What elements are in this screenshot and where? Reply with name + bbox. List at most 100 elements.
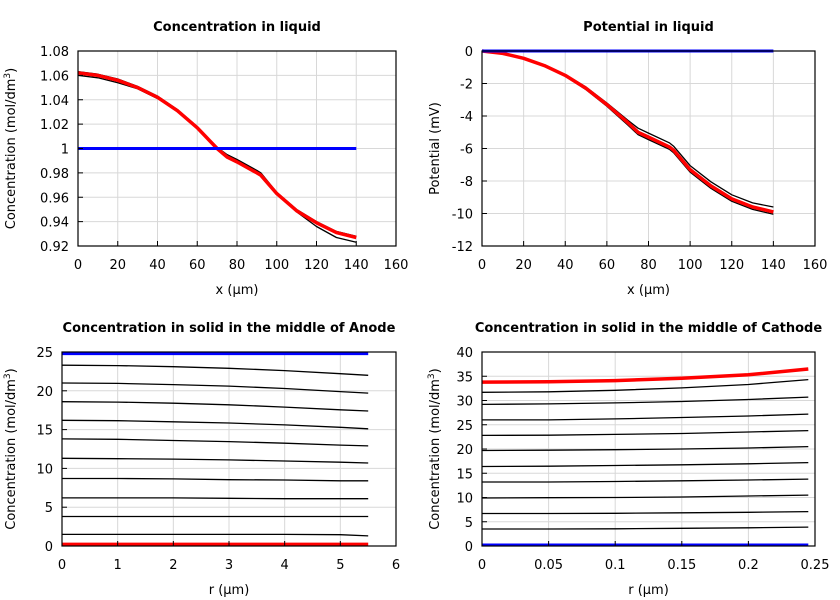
y-tick-label: 15 [456, 467, 473, 482]
x-tick-label: 80 [229, 258, 246, 273]
x-tick-label: 40 [557, 258, 574, 273]
y-tick-label: 0.98 [40, 167, 69, 182]
series-line-9 [62, 497, 369, 500]
subplot-3: 0 1 2 3 4 5 6 0 5 10 15 20 25 Concentration in solid … [3, 321, 400, 598]
x-axis-label: x (µm) [627, 283, 670, 298]
y-tick-label: 1.06 [40, 69, 69, 84]
y-tick-label: 35 [456, 370, 473, 385]
x-tick-label: 120 [719, 258, 744, 273]
series-line-11 [62, 533, 369, 537]
x-tick-label: 140 [344, 258, 369, 273]
x-tick-label: 2 [169, 558, 177, 573]
x-axis-label: x (µm) [216, 283, 259, 298]
y-tick-label: 1.04 [40, 94, 69, 109]
y-tick-label: 20 [456, 443, 473, 458]
y-tick-label: 1 [61, 143, 69, 158]
series-line-5 [61, 419, 369, 430]
y-tick-label: 10 [36, 462, 53, 477]
x-tick-label: 0.25 [801, 558, 830, 573]
y-tick-label: -6 [460, 143, 473, 158]
x-tick-label: 100 [264, 258, 289, 273]
series-line-1 [481, 367, 809, 384]
x-axis-label: r (µm) [628, 583, 669, 598]
subplot-2: 0 20 40 60 80 100 120 140 160 -12 -10 -8 -6 -4 -2 0 Pote… [428, 20, 827, 298]
x-tick-label: 120 [304, 258, 329, 273]
series-line-7 [61, 457, 369, 464]
y-tick-label: 20 [36, 385, 53, 400]
x-tick-label: 0 [478, 558, 486, 573]
y-tick-label: 25 [456, 419, 473, 434]
y-tick-label: 1.08 [40, 45, 69, 60]
series-line-8 [482, 478, 809, 483]
x-tick-label: 100 [678, 258, 703, 273]
x-axis-label: r (µm) [209, 583, 250, 598]
x-tick-label: 4 [281, 558, 289, 573]
y-tick-label: 0.96 [40, 191, 69, 206]
x-tick-label: 0.1 [605, 558, 626, 573]
x-tick-label: 0 [478, 258, 486, 273]
chart-title: Concentration in solid in the middle of … [475, 321, 823, 336]
series-line-6 [61, 438, 369, 447]
x-tick-label: 6 [392, 558, 400, 573]
y-tick-label: -8 [460, 175, 473, 190]
y-tick-label: 0.94 [40, 216, 69, 231]
series-line-2 [61, 364, 369, 376]
x-tick-label: 0.2 [738, 558, 759, 573]
x-tick-label: 0 [74, 258, 82, 273]
series-line-9 [481, 494, 809, 499]
y-tick-label: 30 [456, 395, 473, 410]
y-tick-label: 0.92 [40, 240, 69, 255]
y-tick-label: -12 [452, 240, 473, 255]
x-tick-label: 60 [189, 258, 206, 273]
series-line-3 [481, 49, 774, 214]
y-axis-label: Concentration (mol/dm3) [3, 368, 19, 530]
x-tick-label: 80 [640, 258, 657, 273]
x-tick-label: 0 [58, 558, 66, 573]
x-tick-label: 40 [149, 258, 166, 273]
y-tick-label: 15 [36, 424, 53, 439]
y-tick-label: 5 [465, 516, 473, 531]
subplot-4: 0 0.05 0.1 0.15 0.2 0.250510152025303540Conce… [427, 321, 829, 598]
series-line-3 [77, 71, 357, 240]
series-line-3 [61, 382, 369, 394]
y-tick-label: 5 [45, 501, 53, 516]
y-axis-label: Potential (mV) [428, 102, 443, 195]
series-line-8 [62, 477, 369, 482]
series-line-3 [481, 396, 809, 406]
series-line-1 [481, 50, 774, 208]
x-tick-label: 5 [336, 558, 344, 573]
series-line-10 [482, 510, 809, 515]
series-line-4 [61, 401, 369, 412]
y-tick-label: -2 [460, 78, 473, 93]
y-tick-label: 10 [456, 492, 473, 507]
y-tick-label: 1.02 [40, 118, 69, 133]
x-tick-label: 140 [761, 258, 786, 273]
x-tick-label: 160 [384, 258, 409, 273]
chart-title: Concentration in solid in the middle of … [63, 321, 396, 336]
chart-title: Potential in liquid [583, 20, 714, 35]
x-tick-label: 0.15 [667, 558, 696, 573]
x-tick-label: 0.05 [534, 558, 563, 573]
y-tick-label: 0 [465, 45, 473, 60]
series-line-5 [481, 429, 809, 437]
series-line-11 [482, 526, 809, 530]
chart-title: Concentration in liquid [153, 20, 321, 35]
series-line-7 [481, 461, 809, 468]
series-line-2 [77, 71, 357, 237]
x-tick-label: 20 [515, 258, 532, 273]
x-tick-label: 60 [599, 258, 616, 273]
y-tick-label: -4 [460, 110, 473, 125]
y-tick-label: 0 [45, 540, 53, 555]
x-tick-label: 1 [114, 558, 122, 573]
subplot-1: 0 20 40 60 80 100 120 140 160 0.92 0.94 0.96 0.98 1 1.… [3, 20, 408, 298]
x-tick-label: 3 [225, 558, 233, 573]
series-line-6 [481, 445, 809, 452]
series-line-4 [482, 413, 809, 421]
x-tick-label: 160 [803, 258, 828, 273]
y-tick-label: 0 [465, 540, 473, 555]
series-line-2 [481, 378, 809, 393]
x-tick-label: 20 [109, 258, 126, 273]
y-tick-label: 25 [36, 346, 53, 361]
series-line-2 [481, 50, 774, 215]
